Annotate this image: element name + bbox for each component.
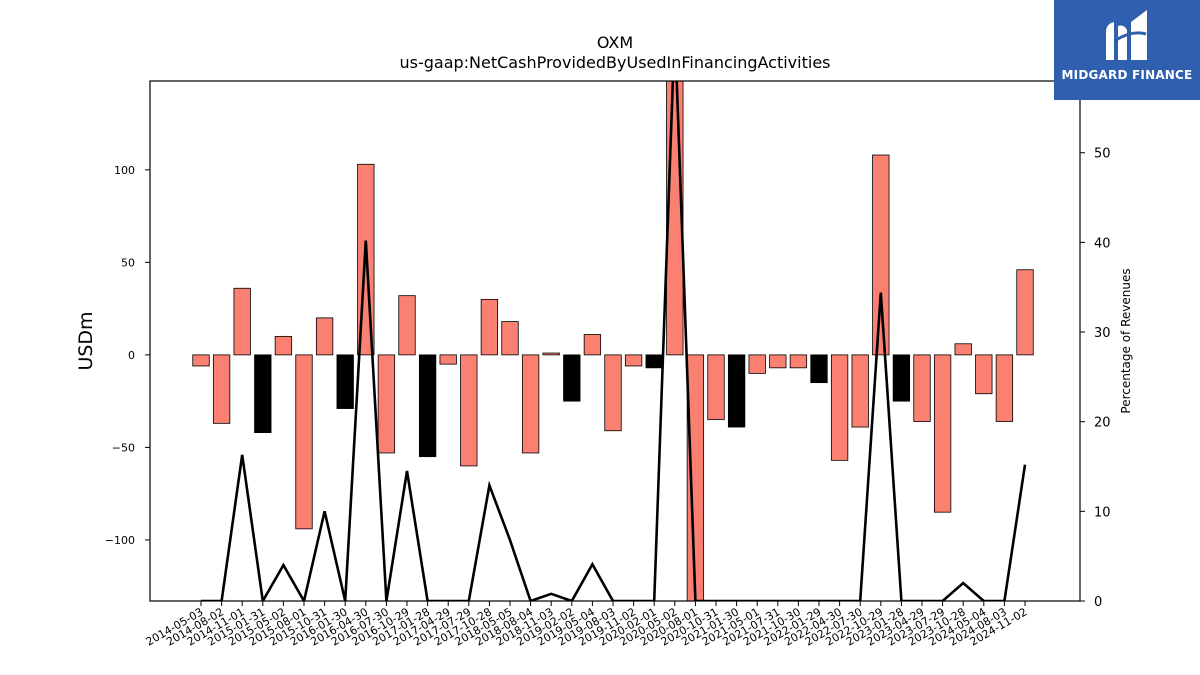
bar-2014-11-01 [233,287,251,356]
y2-tick-label: 30 [1094,326,1111,341]
bar-2017-04-29 [439,354,457,365]
y2-tick-label: 20 [1094,416,1111,431]
bar-2016-07-30 [377,354,396,454]
bar-2019-05-04 [583,334,602,356]
revenue-percentage-line [201,81,1027,601]
bar-2022-04-30 [830,354,849,461]
bar-2018-08-04 [521,354,540,454]
bar-2021-10-30 [789,354,808,369]
bar-2018-05-05 [501,321,519,356]
bar-2022-10-29 [872,154,890,356]
bar-2014-08-02 [212,354,231,424]
bar-2024-05-04 [975,354,993,395]
bar-2015-10-31 [315,317,334,356]
y-tick-label: −100 [105,534,135,547]
bar-2020-10-31 [707,354,725,421]
midgard-logo-icon [1106,10,1147,60]
bar-2023-07-29 [933,354,952,513]
y2-axis-label: Percentage of Revenues [1119,268,1133,413]
bar-2023-04-29 [913,354,931,422]
y2-tick-label: 40 [1094,236,1111,251]
logo-text: MIDGARD FINANCE [1061,68,1193,82]
chart-title: OXM [597,33,633,52]
bar-2015-05-02 [274,335,293,356]
bar-2019-11-02 [624,354,643,367]
bar-2024-08-03 [995,354,1014,422]
x-axis: 2014-05-032014-08-022014-11-012015-01-31… [144,601,1030,649]
y2-tick-label: 10 [1094,505,1111,520]
bar-2024-11-02 [1016,269,1034,356]
bar-2021-01-30 [727,354,746,428]
bar-2019-02-02 [563,354,581,402]
bar-2016-01-30 [336,354,354,409]
bar-2022-01-29 [810,354,828,384]
bar-2023-10-28 [954,343,972,356]
bar-2017-10-28 [480,298,499,356]
bar-2020-02-01 [645,354,663,369]
y-tick-label: 0 [128,349,135,362]
bar-2017-07-29 [460,354,478,467]
bar-2016-10-29 [398,295,416,356]
bar-2017-01-28 [418,354,437,458]
bar-2014-05-03 [192,354,210,367]
bar-2022-07-30 [851,354,869,428]
y2-tick-label: 0 [1094,595,1102,610]
logo: MIDGARD FINANCE [1054,0,1200,100]
bar-2021-07-31 [769,354,787,369]
y-axis-right: 0 10 20 30 40 50 [1080,147,1111,610]
y-axis-left: −100 −50 0 50 100 [105,164,150,547]
chart-subtitle: us-gaap:NetCashProvidedByUsedInFinancing… [399,53,830,72]
y2-tick-label: 50 [1094,147,1111,162]
line-layer [201,81,1027,601]
bar-2019-08-03 [604,354,622,432]
bar-2020-08-01 [686,354,705,601]
plot-frame [149,80,1081,602]
y-axis-label: USDm [75,311,97,370]
y-tick-label: 100 [114,164,135,177]
bar-2018-11-03 [542,352,560,356]
y-tick-label: 50 [121,256,135,269]
bar-2015-08-01 [295,354,313,530]
y-tick-label: −50 [112,441,135,454]
bar-2021-05-01 [748,354,766,374]
bar-2023-01-28 [892,354,911,402]
bar-2015-01-31 [254,354,272,434]
